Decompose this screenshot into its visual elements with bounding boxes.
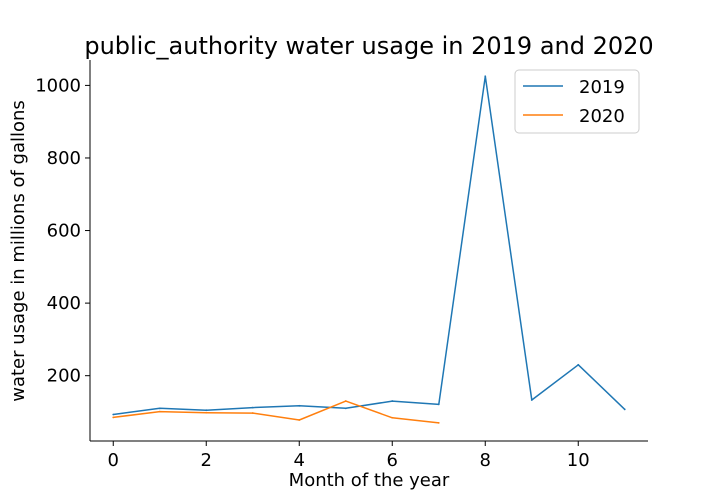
data-point-2019: [251, 406, 254, 409]
data-point-2020: [205, 411, 208, 414]
legend-label-2020: 2020: [579, 106, 625, 127]
data-point-2019: [205, 409, 208, 412]
legend-label-2019: 2019: [579, 77, 625, 98]
data-point-2020: [112, 416, 115, 419]
chart-title: public_authority water usage in 2019 and…: [84, 32, 653, 60]
x-tick-label: 0: [108, 450, 119, 471]
plot-area: [112, 75, 626, 424]
data-point-2020: [158, 410, 161, 413]
x-axis-label: Month of the year: [289, 470, 450, 491]
data-point-2019: [158, 407, 161, 410]
data-point-2019: [530, 399, 533, 401]
y-tick-label: 1000: [35, 75, 81, 96]
data-point-2020: [344, 400, 347, 402]
data-point-2020: [391, 416, 394, 419]
data-point-2020: [251, 412, 254, 414]
y-tick-label: 200: [47, 366, 81, 387]
data-point-2019: [484, 75, 487, 78]
y-axis-ticks: 200 400 600 800 1000: [35, 75, 90, 387]
y-axis-label: water usage in millions of gallons: [8, 100, 29, 402]
data-point-2020: [437, 421, 440, 424]
y-tick-label: 600: [47, 221, 81, 242]
data-point-2019: [437, 403, 440, 406]
data-point-2020: [298, 419, 301, 421]
data-point-2019: [391, 400, 394, 402]
x-tick-label: 10: [567, 450, 590, 471]
x-tick-label: 2: [201, 450, 212, 471]
x-axis-ticks: 0 2 4 6 8 10: [108, 441, 590, 471]
y-tick-label: 400: [47, 293, 81, 314]
x-tick-label: 8: [480, 450, 491, 471]
data-point-2019: [344, 407, 347, 410]
series-line-2019: [113, 75, 626, 416]
x-tick-label: 6: [387, 450, 398, 471]
data-point-2019: [112, 413, 115, 416]
data-point-2019: [623, 408, 626, 411]
legend: 2019 2020: [514, 69, 640, 134]
x-tick-label: 4: [294, 450, 305, 471]
y-tick-label: 800: [47, 148, 81, 169]
data-point-2019: [577, 363, 580, 366]
data-point-2019: [298, 404, 301, 407]
series-line-2020: [113, 400, 439, 424]
